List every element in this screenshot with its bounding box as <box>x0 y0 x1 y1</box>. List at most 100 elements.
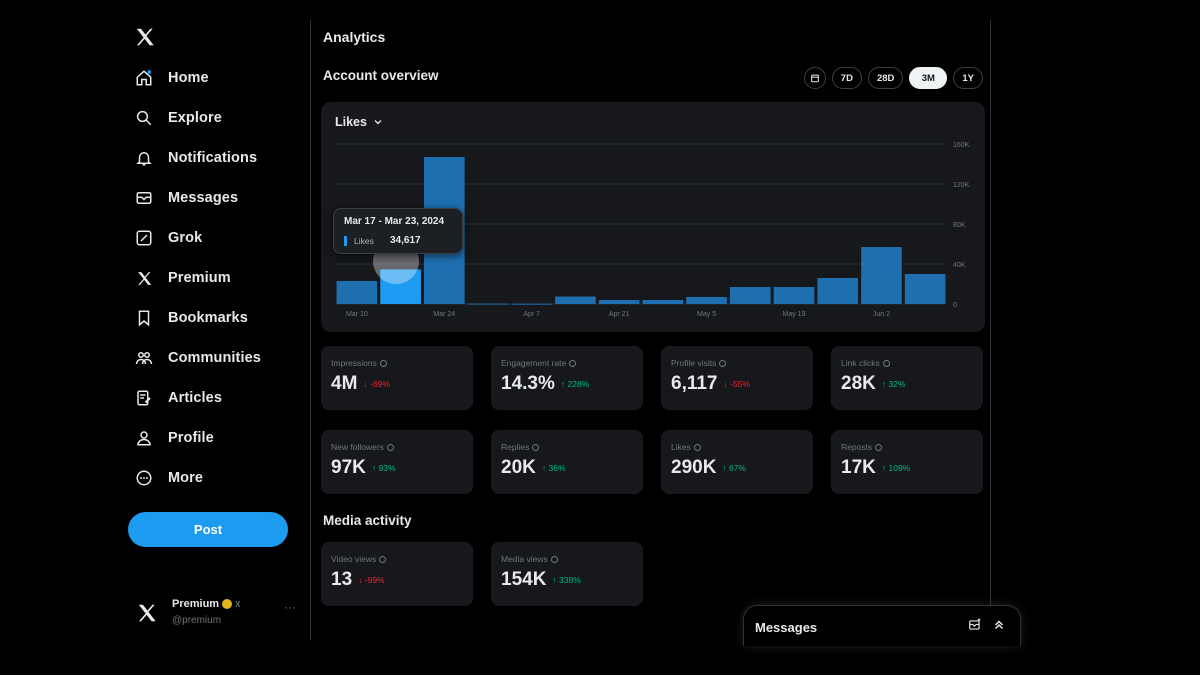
stat-value-text: 14.3% <box>501 373 555 394</box>
tooltip-value: 34,617 <box>390 235 421 246</box>
stat-card-media-views[interactable]: Media views 154K ↑ 338% <box>491 542 643 606</box>
post-button[interactable]: Post <box>128 512 288 547</box>
sidebar-item-explore[interactable]: Explore <box>134 103 222 133</box>
sidebar-item-communities[interactable]: Communities <box>134 343 261 373</box>
stat-change: ↑ 67% <box>722 462 747 473</box>
sidebar-item-home[interactable]: Home <box>134 63 209 93</box>
messages-drawer[interactable]: Messages <box>743 605 1021 646</box>
chart-bar[interactable] <box>642 300 684 304</box>
sidebar-item-profile[interactable]: Profile <box>134 423 214 453</box>
stat-label: Likes <box>671 442 701 452</box>
stat-change: ↑ 109% <box>881 462 911 473</box>
metric-dropdown[interactable]: Likes <box>335 115 384 129</box>
x-logo-icon[interactable] <box>134 26 158 50</box>
chart-bar[interactable] <box>380 269 421 304</box>
info-icon <box>882 360 890 368</box>
stat-change: ↓ -99% <box>358 574 385 585</box>
account-handle: @premium <box>172 615 222 626</box>
chart-bar[interactable] <box>729 287 771 304</box>
stat-value: 14.3% ↑ 228% <box>501 373 589 395</box>
sidebar-item-bookmarks[interactable]: Bookmarks <box>134 303 248 333</box>
chart-bar[interactable] <box>904 274 946 304</box>
sidebar-item-label: Profile <box>168 430 214 446</box>
chart-bar[interactable] <box>555 296 596 305</box>
stat-value: 4M ↓ -69% <box>331 373 390 395</box>
chart-bar[interactable] <box>817 278 859 304</box>
stat-label-text: Likes <box>671 442 691 452</box>
y-tick-label: 0 <box>953 302 957 309</box>
stat-card-link-clicks[interactable]: Link clicks 28K ↑ 32% <box>831 346 983 410</box>
sidebar-item-more[interactable]: More <box>134 463 203 493</box>
stat-change-text: 109% <box>888 462 911 473</box>
x-tick-label: Jun 2 <box>873 311 890 318</box>
stat-value: 290K ↑ 67% <box>671 457 746 479</box>
stat-value: 6,117 ↓ -55% <box>671 373 750 395</box>
more-dots-icon[interactable]: ··· <box>284 600 296 614</box>
stat-label: Impressions <box>331 358 387 368</box>
stat-value-text: 6,117 <box>671 373 718 394</box>
stat-card-profile-visits[interactable]: Profile visits 6,117 ↓ -55% <box>661 346 813 410</box>
people-icon <box>134 348 154 368</box>
chart-bar[interactable] <box>598 300 640 304</box>
media-activity-title: Media activity <box>323 513 412 528</box>
stat-label-text: Impressions <box>331 358 377 368</box>
sidebar-item-label: Explore <box>168 110 222 126</box>
stat-card-engagement-rate[interactable]: Engagement rate 14.3% ↑ 228% <box>491 346 643 410</box>
tooltip-date: Mar 17 - Mar 23, 2024 <box>344 216 445 227</box>
sidebar-item-label: Grok <box>168 230 203 246</box>
stat-label: Video views <box>331 554 387 564</box>
compose-message-icon[interactable] <box>968 618 982 637</box>
sidebar-item-grok[interactable]: Grok <box>134 223 202 253</box>
sidebar-item-notifications[interactable]: Notifications <box>134 143 257 173</box>
account-switcher[interactable]: Premium X @premium ··· <box>136 598 306 634</box>
chart-bar[interactable] <box>686 297 727 304</box>
sidebar-item-articles[interactable]: Articles <box>134 383 222 413</box>
grok-icon <box>134 228 154 248</box>
chart-bar[interactable] <box>511 303 553 305</box>
stat-card-impressions[interactable]: Impressions 4M ↓ -69% <box>321 346 473 410</box>
divider <box>990 20 991 640</box>
chevron-up-icon[interactable] <box>992 618 1006 637</box>
chart-bar[interactable] <box>861 247 902 304</box>
y-tick-label: 160K <box>953 142 970 149</box>
calendar-button[interactable] <box>803 67 826 89</box>
range-7d-button[interactable]: 7D <box>831 67 862 89</box>
info-icon <box>386 444 394 452</box>
sidebar-item-label: More <box>168 470 204 486</box>
chart-bar[interactable] <box>336 281 378 304</box>
stat-value-text: 290K <box>671 457 717 478</box>
stat-label-text: New followers <box>331 442 384 452</box>
stat-value: 17K ↑ 109% <box>841 457 910 479</box>
info-icon <box>379 556 387 564</box>
stat-card-likes[interactable]: Likes 290K ↑ 67% <box>661 430 813 494</box>
stat-value-text: 97K <box>331 457 366 478</box>
stat-label-text: Link clicks <box>841 358 880 368</box>
sidebar-item-premium[interactable]: Premium <box>134 263 231 293</box>
y-tick-label: 80K <box>953 222 966 229</box>
bell-icon <box>134 148 154 168</box>
range-28d-button[interactable]: 28D <box>867 67 904 89</box>
bookmark-icon <box>134 308 154 328</box>
range-1y-button[interactable]: 1Y <box>953 67 983 89</box>
account-badge: X <box>235 600 241 609</box>
stat-change-text: 36% <box>548 462 566 473</box>
stat-card-new-followers[interactable]: New followers 97K ↑ 93% <box>321 430 473 494</box>
tooltip-label: Likes <box>354 236 374 246</box>
sidebar-item-label: Home <box>168 70 209 86</box>
stat-card-replies[interactable]: Replies 20K ↑ 36% <box>491 430 643 494</box>
stat-label: Profile visits <box>671 358 727 368</box>
info-icon <box>569 360 577 368</box>
stat-card-reposts[interactable]: Reposts 17K ↑ 109% <box>831 430 983 494</box>
sidebar-item-messages[interactable]: Messages <box>134 183 238 213</box>
range-3m-button[interactable]: 3M <box>909 67 948 89</box>
stat-card-video-views[interactable]: Video views 13 ↓ -99% <box>321 542 473 606</box>
chart-bar[interactable] <box>773 287 815 304</box>
sidebar-item-label: Articles <box>168 390 222 406</box>
x-tick-label: Apr 7 <box>523 311 540 318</box>
stat-label: Replies <box>501 442 540 452</box>
sidebar: Home Explore Notifications Messages Grok <box>88 20 308 645</box>
stat-change: ↓ -55% <box>723 378 750 389</box>
person-icon <box>134 428 154 448</box>
chart-bar[interactable] <box>467 303 509 305</box>
stat-change-text: 99% <box>367 574 385 585</box>
